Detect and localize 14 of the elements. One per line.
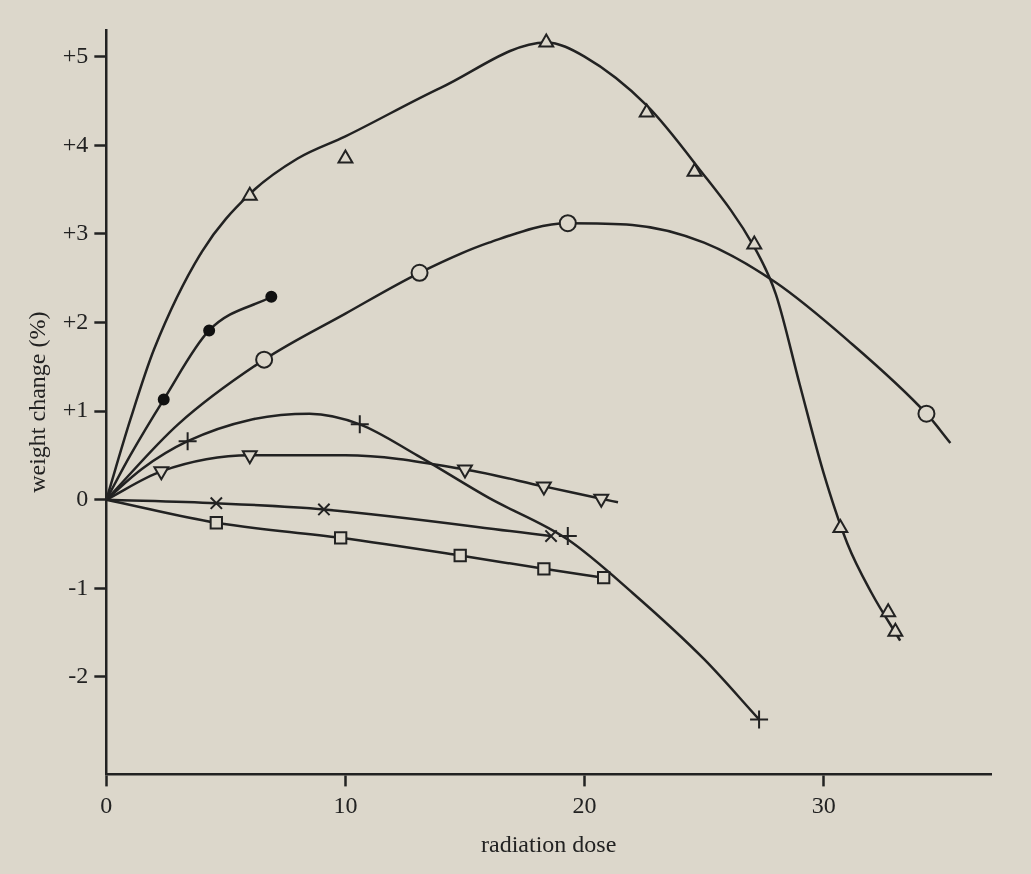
y-tick-label: -1 — [68, 573, 89, 600]
x-tick-label: 20 — [572, 792, 597, 819]
x-tick-label: 10 — [333, 792, 358, 819]
y-axis-title: weight change (%) — [23, 311, 50, 493]
x-tick-label: 30 — [811, 792, 836, 819]
y-tick-label: +4 — [62, 130, 89, 157]
y-tick-label: +2 — [62, 307, 89, 334]
y-tick-label: +5 — [62, 41, 89, 68]
y-tick-label: 0 — [76, 484, 89, 511]
y-tick-label: -2 — [68, 662, 89, 689]
y-tick-label: +1 — [62, 396, 89, 423]
x-axis-title: radiation dose — [481, 830, 617, 857]
y-tick-label: +3 — [62, 219, 89, 246]
x-tick-label: 0 — [100, 792, 113, 819]
